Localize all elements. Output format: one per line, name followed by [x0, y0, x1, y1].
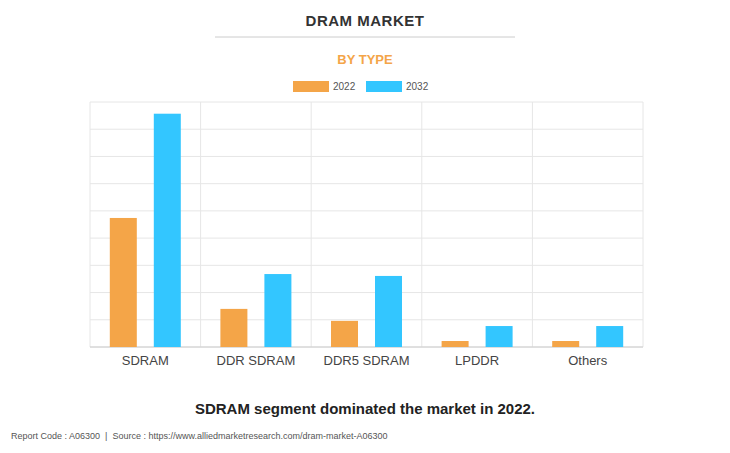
grid-line-vertical	[200, 102, 201, 347]
bar	[552, 341, 579, 347]
bar	[264, 274, 291, 347]
legend-label: 2032	[406, 81, 429, 92]
legend-swatch	[366, 81, 402, 92]
bar	[442, 341, 469, 347]
bar	[110, 218, 137, 347]
grid-line-vertical	[311, 102, 312, 347]
x-tick-label: SDRAM	[122, 353, 169, 368]
title-rule	[215, 37, 515, 38]
x-tick-label: DDR5 SDRAM	[324, 353, 410, 368]
grid-line-vertical	[532, 102, 533, 347]
bar	[154, 114, 181, 347]
x-tick-label: LPDDR	[455, 353, 499, 368]
bar	[375, 276, 402, 347]
x-tick-label: DDR SDRAM	[217, 353, 296, 368]
chart: DRAM MARKET BY TYPE 2022 2032 SDRAM DDR SDRAM…	[0, 0, 730, 453]
grid-line-vertical	[643, 102, 644, 347]
x-tick-label: Others	[568, 353, 608, 368]
legend-label: 2022	[333, 81, 356, 92]
caption: SDRAM segment dominated the market in 20…	[195, 400, 535, 417]
bars	[110, 114, 623, 347]
bar	[596, 326, 623, 347]
grid-line-vertical	[90, 102, 91, 347]
grid-line	[90, 102, 643, 103]
bar	[331, 321, 358, 347]
subtitle: BY TYPE	[337, 52, 393, 67]
background	[0, 0, 730, 453]
legend-swatch	[293, 81, 329, 92]
bar	[486, 326, 513, 347]
bar	[220, 309, 247, 347]
title: DRAM MARKET	[306, 12, 425, 29]
grid-line-vertical	[421, 102, 422, 347]
footer: Report Code : A06300 | Source : https://…	[11, 431, 388, 441]
